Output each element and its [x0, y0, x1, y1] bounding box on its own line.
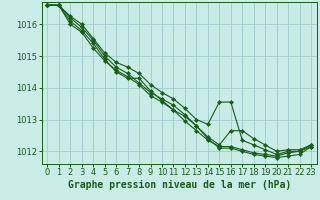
X-axis label: Graphe pression niveau de la mer (hPa): Graphe pression niveau de la mer (hPa)	[68, 180, 291, 190]
